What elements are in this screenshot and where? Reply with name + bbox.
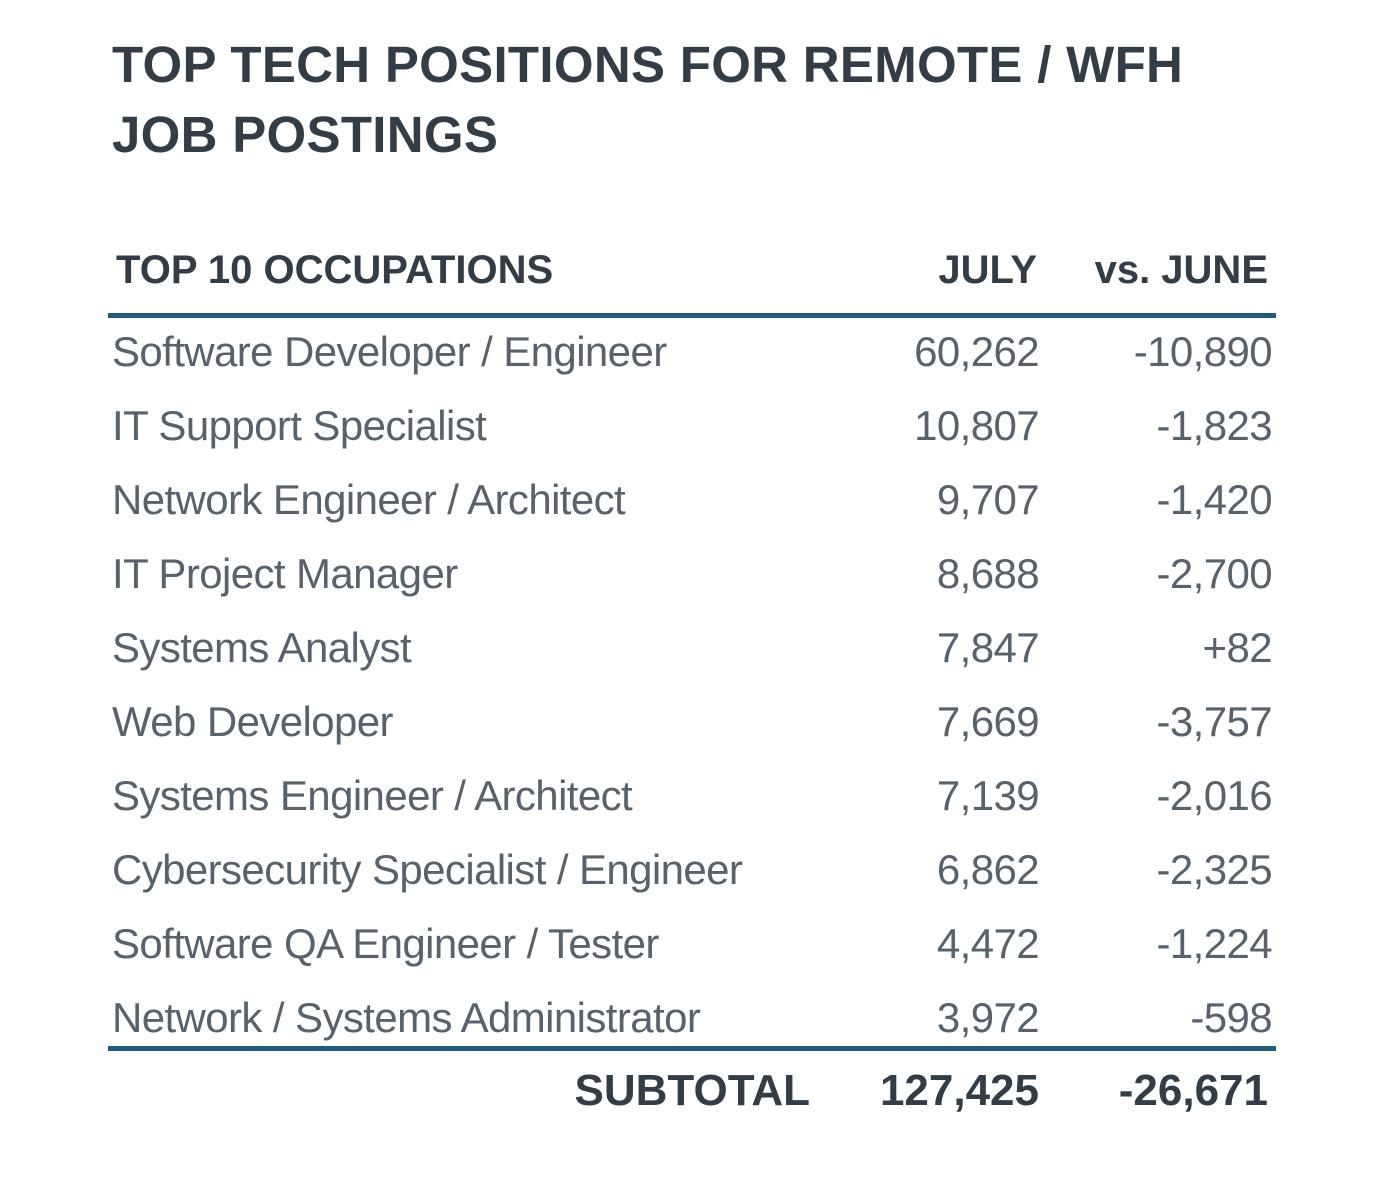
july-cell: 7,847 bbox=[936, 624, 1040, 671]
table-row: Software Developer / Engineer 60,262 -10,8… bbox=[112, 318, 1273, 392]
occupation-cell: Web Developer bbox=[112, 698, 394, 745]
subtotal-row: SUBTOTAL 127,425 -26,671 bbox=[112, 1058, 1272, 1128]
occupation-cell: IT Project Manager bbox=[112, 550, 458, 597]
occupation-cell: Network Engineer / Architect bbox=[112, 476, 626, 523]
occupation-cell: Software QA Engineer / Tester bbox=[112, 920, 659, 967]
vs-june-cell: -2,325 bbox=[1156, 846, 1273, 893]
july-cell: 60,262 bbox=[914, 328, 1039, 375]
table-row: IT Project Manager 8,688 -2,700 bbox=[112, 540, 1273, 614]
table-row: Network Engineer / Architect 9,707 -1,420 bbox=[112, 466, 1273, 540]
subtotal-july: 127,425 bbox=[879, 1066, 1039, 1115]
occupation-cell: Cybersecurity Specialist / Engineer bbox=[112, 846, 743, 893]
occupation-cell: Network / Systems Administrator bbox=[112, 994, 701, 1041]
table-row: Cybersecurity Specialist / Engineer 6,862… bbox=[112, 836, 1273, 910]
vs-june-cell: -598 bbox=[1190, 994, 1272, 1041]
vs-june-cell: -2,016 bbox=[1156, 772, 1273, 819]
july-cell: 7,139 bbox=[936, 772, 1040, 819]
july-cell: 9,707 bbox=[936, 476, 1040, 523]
occupation-cell: Systems Engineer / Architect bbox=[112, 772, 633, 819]
occupation-cell: Systems Analyst bbox=[112, 624, 412, 671]
column-header-vs-june: vs. JUNE bbox=[1094, 248, 1268, 292]
table-body: Software Developer / Engineer 60,262 -10,8… bbox=[112, 318, 1273, 1058]
table-row: Network / Systems Administrator 3,972 -598 bbox=[112, 984, 1273, 1058]
july-cell: 10,807 bbox=[914, 402, 1039, 449]
july-cell: 4,472 bbox=[936, 920, 1040, 967]
subtotal-divider bbox=[108, 1046, 1276, 1051]
vs-june-cell: -1,823 bbox=[1156, 402, 1273, 449]
occupation-cell: Software Developer / Engineer bbox=[112, 328, 667, 375]
column-header-occupations: TOP 10 OCCUPATIONS bbox=[116, 248, 554, 292]
vs-june-cell: -1,224 bbox=[1156, 920, 1273, 967]
july-cell: 3,972 bbox=[936, 994, 1040, 1041]
occupation-cell: IT Support Specialist bbox=[112, 402, 487, 449]
subtotal-label: SUBTOTAL bbox=[574, 1066, 810, 1115]
vs-june-cell: -3,757 bbox=[1156, 698, 1273, 745]
july-cell: 7,669 bbox=[936, 698, 1040, 745]
july-cell: 8,688 bbox=[936, 550, 1040, 597]
vs-june-cell: +82 bbox=[1202, 624, 1273, 671]
vs-june-cell: -2,700 bbox=[1156, 550, 1273, 597]
table-row: IT Support Specialist 10,807 -1,823 bbox=[112, 392, 1273, 466]
vs-june-cell: -10,890 bbox=[1133, 328, 1273, 375]
subtotal-vs-june: -26,671 bbox=[1118, 1066, 1268, 1115]
table-row: Systems Analyst 7,847 +82 bbox=[112, 614, 1273, 688]
table-header: TOP 10 OCCUPATIONS JULY vs. JUNE bbox=[112, 240, 1272, 302]
column-header-july: JULY bbox=[938, 248, 1037, 292]
table-row: Software QA Engineer / Tester 4,472 -1,224 bbox=[112, 910, 1273, 984]
july-cell: 6,862 bbox=[936, 846, 1040, 893]
table-row: Systems Engineer / Architect 7,139 -2,016 bbox=[112, 762, 1273, 836]
header-divider bbox=[108, 313, 1276, 318]
vs-june-cell: -1,420 bbox=[1156, 476, 1273, 523]
chart-title: TOP TECH POSITIONS FOR REMOTE / WFH JOB … bbox=[112, 36, 1184, 163]
table-row: Web Developer 7,669 -3,757 bbox=[112, 688, 1273, 762]
